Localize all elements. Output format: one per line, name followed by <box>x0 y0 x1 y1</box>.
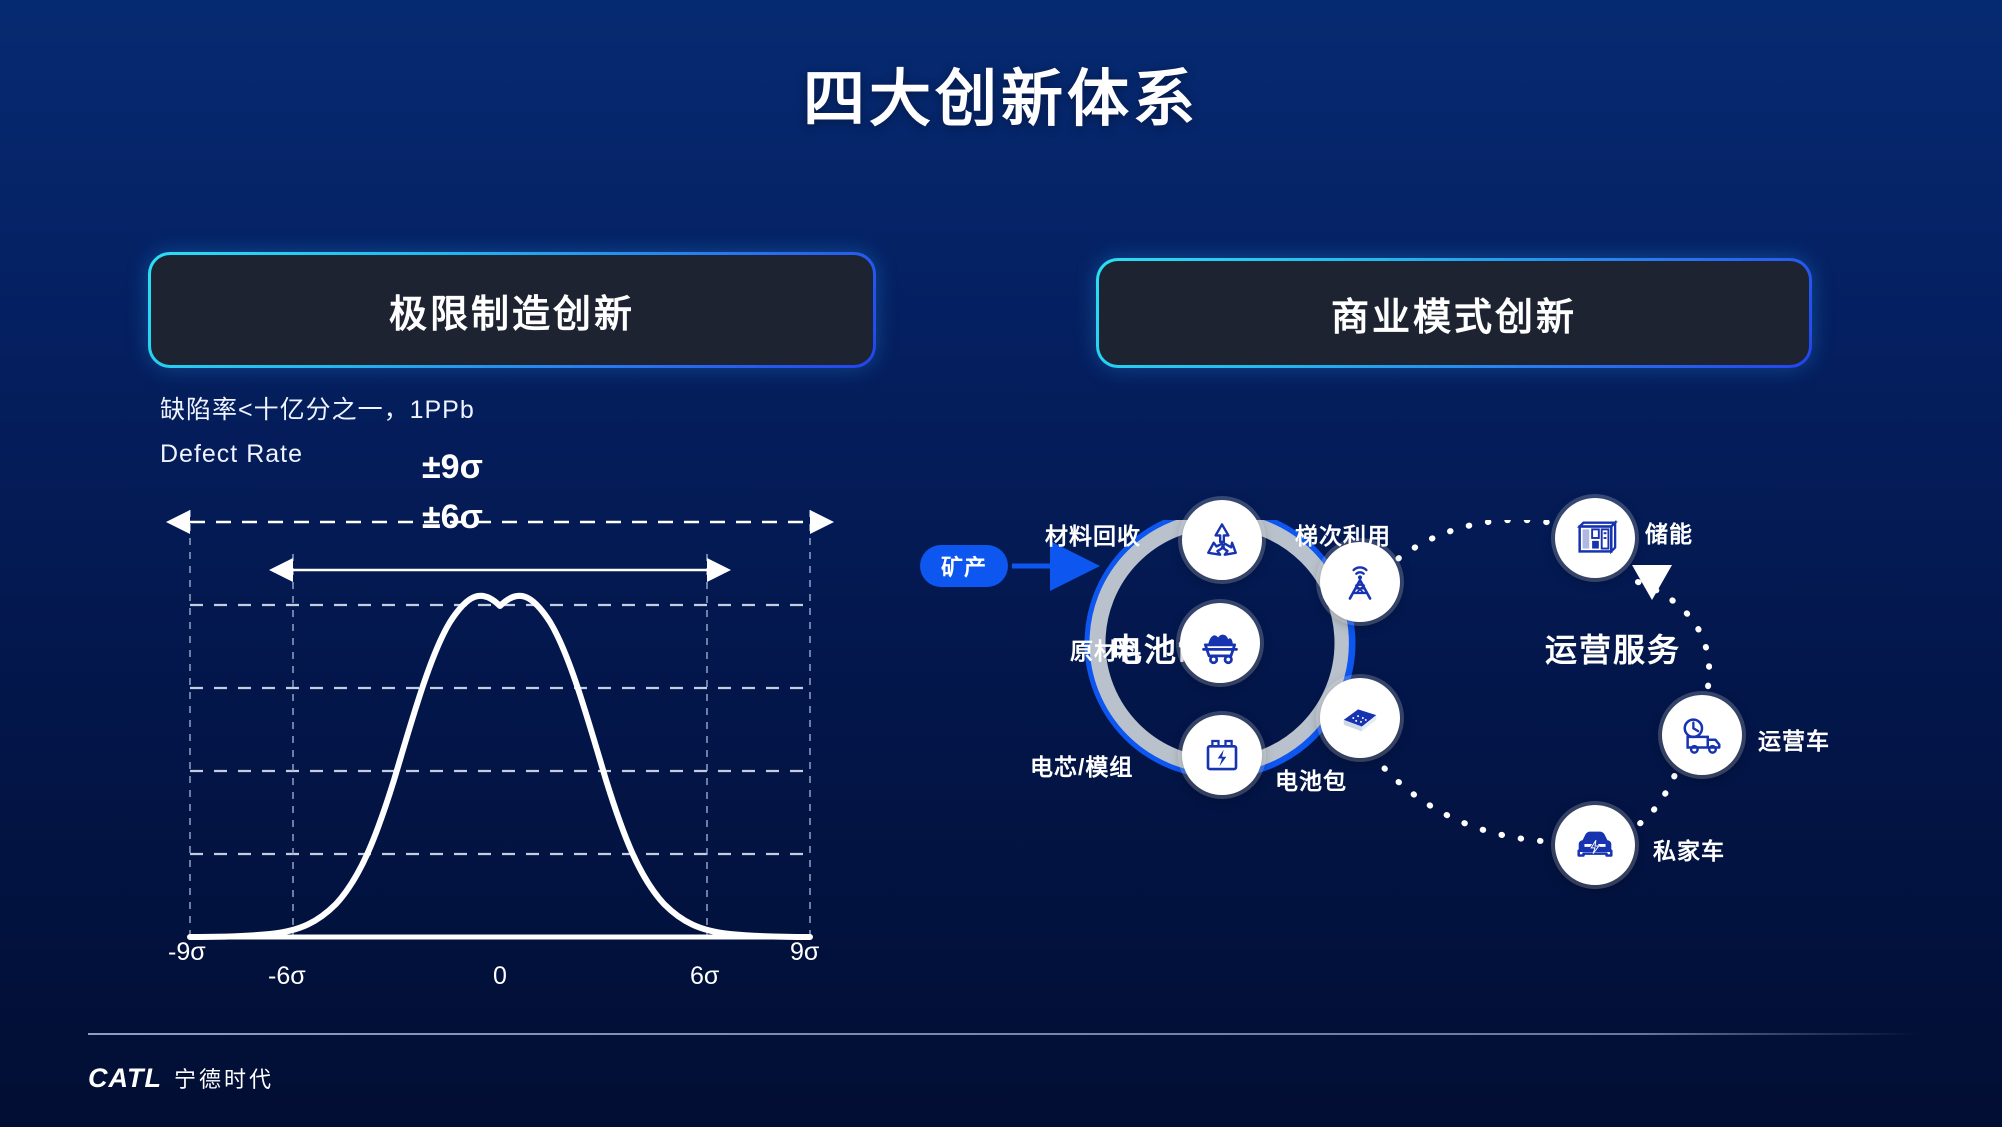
xtick-neg6: -6σ <box>268 962 306 990</box>
node-cell-module[interactable] <box>1182 715 1262 795</box>
right-panel-header-label: 商业模式创新 <box>1330 296 1577 339</box>
dotted-path-car-to-pack <box>1372 755 1563 845</box>
node-label-cell-module: 电芯/模组 <box>1030 754 1134 780</box>
mineral-pill[interactable]: 矿产 <box>920 545 1008 587</box>
node-label-battery-pack: 电池包 <box>1275 768 1347 794</box>
operation-truck-icon <box>1683 718 1721 754</box>
node-private-car[interactable] <box>1555 805 1635 885</box>
left-panel-header-inner: 极限制造创新 <box>151 255 873 365</box>
node-label-operation-vehicle: 运营车 <box>1758 728 1830 754</box>
node-label-private-car: 私家车 <box>1653 838 1725 864</box>
chart-gridlines-vertical <box>189 510 811 942</box>
node-energy-storage[interactable] <box>1555 498 1635 578</box>
logo-chinese-text: 宁德时代 <box>173 1067 274 1092</box>
catl-logo: CATL 宁德时代 <box>88 1062 274 1094</box>
storage-direction-marker <box>1632 565 1672 600</box>
chart-gridlines-horizontal <box>190 603 810 939</box>
defect-rate-chart: ±9σ ±6σ -9σ -6σ 0 6σ 9σ <box>150 448 850 990</box>
node-label-raw-material: 原材料 <box>1070 638 1142 664</box>
defect-rate-en-text: Defect Rate <box>160 440 304 468</box>
dotted-path-truck-to-car <box>1597 755 1685 845</box>
sigma6-label: ±6σ <box>422 498 483 536</box>
right-panel-header-inner: 商业模式创新 <box>1099 261 1809 365</box>
left-panel-header-label: 极限制造创新 <box>388 293 635 336</box>
left-panel-header-box: 极限制造创新 <box>148 252 876 368</box>
battery-pack-icon <box>1343 709 1377 732</box>
xtick-pos6: 6σ <box>690 962 720 990</box>
page-title: 四大创新体系 <box>802 65 1199 134</box>
logo-latin-text: CATL <box>88 1063 162 1093</box>
node-raw-material[interactable] <box>1180 603 1260 683</box>
battery-cell-icon <box>1206 739 1238 771</box>
private-car-icon <box>1577 831 1613 857</box>
footer-divider <box>88 1033 1918 1035</box>
xtick-pos9: 9σ <box>790 938 820 966</box>
node-label-energy-storage: 储能 <box>1645 521 1693 547</box>
node-echelon-utilization[interactable] <box>1320 542 1400 622</box>
node-label-echelon-utilization: 梯次利用 <box>1295 523 1391 549</box>
sigma9-label: ±9σ <box>422 448 483 486</box>
energy-storage-icon <box>1576 519 1618 555</box>
normal-distribution-curve <box>187 592 813 940</box>
node-battery-pack[interactable] <box>1320 678 1400 758</box>
right-panel-header-box: 商业模式创新 <box>1096 258 1812 368</box>
node-material-recycling[interactable] <box>1182 500 1262 580</box>
center-label-operation-service: 运营服务 <box>1545 632 1682 668</box>
xtick-neg9: -9σ <box>168 938 206 966</box>
xtick-zero: 0 <box>493 962 507 990</box>
recycle-icon <box>1207 523 1237 556</box>
node-label-material-recycling: 材料回收 <box>1045 523 1141 549</box>
defect-rate-cn-text: 缺陷率<十亿分之一，1PPb <box>160 396 475 424</box>
node-operation-vehicle[interactable] <box>1662 695 1742 775</box>
chart-svg <box>166 510 834 942</box>
business-model-diagram: 矿产 电池制造 运营服务 原材料 材料回收 <box>920 498 1980 980</box>
mining-cart-icon <box>1202 634 1238 665</box>
tower-icon <box>1348 566 1372 600</box>
